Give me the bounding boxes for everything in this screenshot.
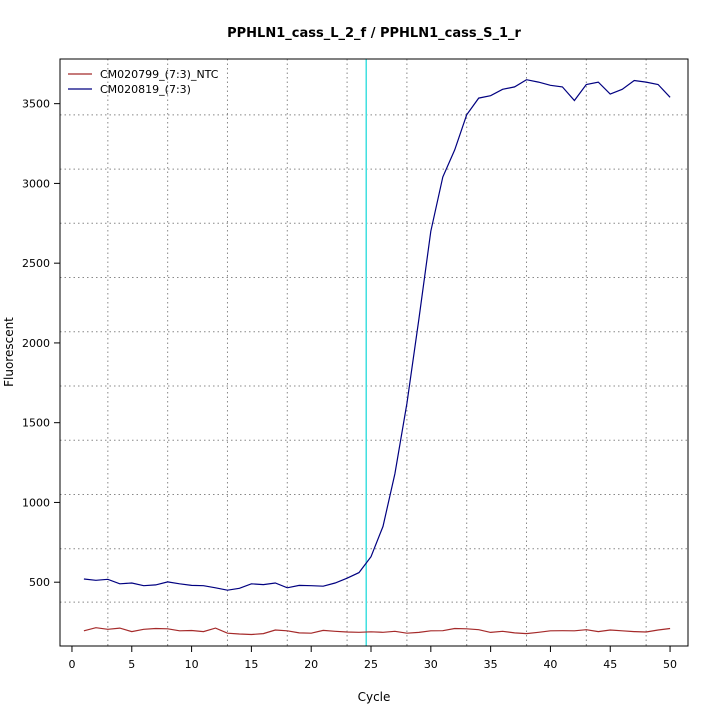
y-axis-label: Fluorescent: [2, 317, 16, 387]
series-line: [83, 627, 671, 636]
x-tick-label: 50: [663, 658, 677, 671]
y-tick-label: 1000: [22, 496, 50, 509]
y-tick-label: 3500: [22, 98, 50, 111]
grid: [60, 59, 688, 646]
x-tick-label: 20: [304, 658, 318, 671]
x-tick-label: 5: [128, 658, 135, 671]
x-tick-label: 35: [484, 658, 498, 671]
y-tick-label: 2000: [22, 337, 50, 350]
x-axis: 0 5 10 15 20 25 30 35 40 45 50: [68, 646, 677, 671]
x-tick-label: 40: [543, 658, 557, 671]
legend: CM020799_(7:3)_NTC CM020819_(7:3): [68, 68, 219, 96]
y-tick-label: 1500: [22, 417, 50, 430]
plot-frame: [59, 58, 689, 647]
x-tick-label: 25: [364, 658, 378, 671]
legend-label: CM020819_(7:3): [100, 83, 191, 96]
series-line: [83, 79, 671, 591]
y-tick-label: 2500: [22, 257, 50, 270]
x-tick-label: 30: [424, 658, 438, 671]
chart-title: PPHLN1_cass_L_2_f / PPHLN1_cass_S_1_r: [227, 26, 521, 41]
x-tick-label: 10: [185, 658, 199, 671]
x-tick-label: 15: [244, 658, 258, 671]
series-lines: [83, 79, 671, 636]
y-tick-label: 500: [29, 576, 50, 589]
legend-label: CM020799_(7:3)_NTC: [100, 68, 219, 81]
y-tick-label: 3000: [22, 177, 50, 190]
x-axis-label: Cycle: [358, 690, 391, 704]
x-tick-label: 0: [68, 658, 75, 671]
x-tick-label: 45: [603, 658, 617, 671]
y-axis: 500 1000 1500 2000 2500 3000 3500: [22, 98, 60, 589]
